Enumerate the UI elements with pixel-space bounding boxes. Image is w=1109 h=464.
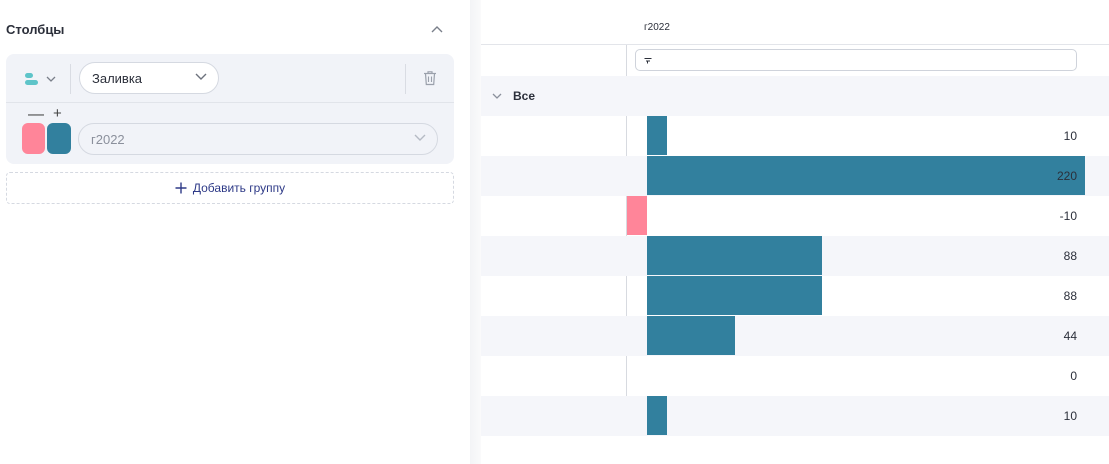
group-columns-row: — + г2022 <box>6 103 454 164</box>
table-row[interactable]: 220 <box>481 156 1109 196</box>
chevron-up-icon <box>431 26 443 33</box>
panel-splitter[interactable] <box>470 0 481 464</box>
header-divider <box>481 44 1109 45</box>
table-row[interactable]: 44 <box>481 316 1109 356</box>
positive-color-swatch[interactable] <box>47 123 71 154</box>
positive-data-bar <box>647 156 1085 195</box>
filter-icon <box>644 57 652 63</box>
positive-data-bar <box>647 276 823 315</box>
column-group-card: Заливка — + г2022 <box>6 54 454 164</box>
cell-value: 44 <box>1063 329 1077 343</box>
chevron-down-icon <box>414 134 426 141</box>
data-grid: г2022 Все 10 220 -10 88 88 44 0 10 <box>481 0 1109 464</box>
negative-data-bar <box>627 196 647 235</box>
delete-group-button[interactable] <box>420 68 440 88</box>
add-group-label: Добавить группу <box>192 181 286 195</box>
table-row[interactable]: 88 <box>481 236 1109 276</box>
cell-value: -10 <box>1059 209 1077 223</box>
chevron-down-icon <box>46 76 56 82</box>
column-select-value: г2022 <box>91 131 125 147</box>
trash-icon <box>424 71 436 86</box>
cell-value: 10 <box>1063 409 1077 423</box>
bar-chart-type-icon <box>25 73 38 85</box>
plus-icon <box>175 182 187 194</box>
columns-panel: Столбцы Заливка <box>0 0 470 464</box>
table-row[interactable]: 10 <box>481 396 1109 436</box>
fill-type-select-value: Заливка <box>92 70 143 86</box>
format-type-button[interactable] <box>24 68 64 90</box>
table-row[interactable]: -10 <box>481 196 1109 236</box>
table-row[interactable]: 88 <box>481 276 1109 316</box>
collapse-button[interactable] <box>428 20 446 38</box>
fill-type-select[interactable]: Заливка <box>79 62 219 94</box>
cell-value: 88 <box>1063 289 1077 303</box>
cell-value: 10 <box>1063 129 1077 143</box>
negative-color-label: — <box>28 106 44 123</box>
column-filter-input[interactable] <box>635 49 1077 71</box>
panel-title: Столбцы <box>6 22 65 37</box>
add-group-button[interactable]: Добавить группу <box>6 172 454 204</box>
chevron-down-icon <box>195 73 207 80</box>
cell-value: 88 <box>1063 249 1077 263</box>
column-select[interactable]: г2022 <box>78 123 438 155</box>
negative-color-swatch[interactable] <box>22 123 45 154</box>
divider <box>405 64 406 94</box>
chevron-down-icon[interactable] <box>491 90 503 102</box>
table-row[interactable]: 0 <box>481 356 1109 396</box>
positive-color-label: + <box>53 105 62 122</box>
group-settings-row: Заливка <box>6 54 454 103</box>
group-label: Все <box>513 89 536 103</box>
positive-data-bar <box>647 316 735 355</box>
positive-data-bar <box>647 236 823 275</box>
positive-data-bar <box>647 396 667 435</box>
cell-value: 220 <box>1056 169 1077 183</box>
positive-data-bar <box>647 116 667 155</box>
table-row[interactable]: 10 <box>481 116 1109 156</box>
divider <box>70 64 71 94</box>
group-row-all[interactable]: Все <box>481 76 1109 116</box>
column-header-g2022[interactable]: г2022 <box>644 22 670 33</box>
cell-value: 0 <box>1070 369 1077 383</box>
